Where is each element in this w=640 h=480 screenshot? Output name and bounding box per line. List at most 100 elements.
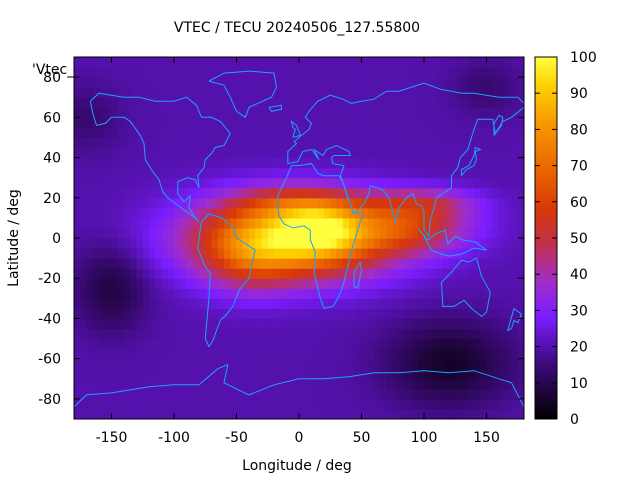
heatmap-cell: [380, 298, 388, 309]
heatmap-cell: [317, 137, 325, 149]
heatmap-cell: [286, 207, 294, 219]
heatmap-cell: [161, 87, 169, 98]
heatmap-cell: [380, 147, 388, 159]
heatmap-cell: [480, 268, 488, 279]
heatmap-cell: [186, 408, 194, 419]
heatmap-cell: [224, 398, 231, 410]
heatmap-cell: [299, 248, 306, 259]
heatmap-cell: [236, 378, 244, 390]
heatmap-cell: [230, 238, 238, 249]
heatmap-cell: [255, 117, 263, 128]
heatmap-cell: [186, 338, 194, 350]
heatmap-cell: [192, 87, 200, 98]
heatmap-cell: [367, 197, 375, 209]
heatmap-cell: [499, 227, 506, 239]
heatmap-cell: [74, 348, 81, 360]
heatmap-cell: [292, 117, 300, 128]
heatmap-cell: [367, 348, 375, 360]
heatmap-cell: [130, 107, 138, 118]
heatmap-cell: [192, 378, 200, 390]
heatmap-cell: [505, 358, 513, 370]
heatmap-cell: [474, 117, 481, 128]
heatmap-cell: [174, 368, 181, 380]
heatmap-cell: [299, 268, 306, 279]
heatmap-cell: [424, 268, 431, 279]
heatmap-cell: [392, 217, 400, 229]
heatmap-cell: [117, 77, 125, 88]
heatmap-cell: [374, 197, 381, 209]
heatmap-cell: [217, 398, 225, 410]
heatmap-cell: [124, 77, 131, 88]
heatmap-cell: [117, 57, 125, 68]
heatmap-cell: [111, 217, 119, 229]
heatmap-cell: [242, 238, 250, 249]
heatmap-cell: [161, 207, 169, 219]
heatmap-cell: [299, 57, 306, 68]
heatmap-cell: [99, 408, 106, 419]
heatmap-cell: [311, 57, 319, 68]
heatmap-cell: [286, 187, 294, 199]
heatmap-cell: [367, 207, 375, 219]
heatmap-cell: [311, 177, 319, 189]
heatmap-cell: [474, 87, 481, 98]
heatmap-cell: [430, 177, 438, 189]
heatmap-cell: [405, 207, 413, 219]
heatmap-cell: [167, 127, 175, 139]
heatmap-cell: [274, 308, 281, 320]
heatmap-cell: [255, 187, 263, 199]
heatmap-cell: [186, 177, 194, 189]
heatmap-cell: [224, 77, 231, 88]
heatmap-cell: [424, 318, 431, 330]
heatmap-cell: [380, 368, 388, 380]
heatmap-cell: [286, 298, 294, 309]
heatmap-cell: [142, 147, 150, 159]
heatmap-cell: [292, 107, 300, 118]
heatmap-cell: [92, 248, 100, 259]
heatmap-cell: [242, 147, 250, 159]
heatmap-cell: [492, 278, 500, 289]
heatmap-cell: [74, 268, 81, 279]
heatmap-cell: [330, 298, 338, 309]
heatmap-cell: [311, 207, 319, 219]
heatmap-cell: [86, 338, 94, 350]
heatmap-cell: [299, 288, 306, 299]
heatmap-cell: [399, 408, 406, 419]
heatmap-cell: [224, 408, 231, 419]
heatmap-cell: [124, 368, 131, 380]
heatmap-cell: [486, 77, 494, 88]
heatmap-cell: [486, 318, 494, 330]
heatmap-cell: [124, 378, 131, 390]
heatmap-cell: [424, 338, 431, 350]
heatmap-cell: [111, 187, 119, 199]
heatmap-cell: [430, 318, 438, 330]
heatmap-cell: [392, 117, 400, 128]
heatmap-cell: [74, 77, 81, 88]
heatmap-cell: [149, 177, 156, 189]
heatmap-cell: [342, 97, 350, 108]
heatmap-cell: [299, 348, 306, 360]
heatmap-cell: [455, 318, 463, 330]
heatmap-cell: [249, 197, 256, 209]
heatmap-cell: [342, 197, 350, 209]
heatmap-cell: [461, 278, 469, 289]
heatmap-cell: [361, 187, 369, 199]
heatmap-cell: [449, 207, 456, 219]
heatmap-cell: [355, 288, 363, 299]
colorbar-tick-label: 90: [570, 86, 588, 102]
heatmap-cell: [92, 137, 100, 149]
heatmap-cell: [380, 97, 388, 108]
heatmap-cell: [261, 378, 269, 390]
heatmap-cell: [224, 157, 231, 169]
heatmap-cell: [467, 207, 475, 219]
heatmap-cell: [374, 177, 381, 189]
heatmap-cell: [474, 97, 481, 108]
heatmap-cell: [242, 177, 250, 189]
heatmap-cell: [361, 97, 369, 108]
heatmap-cell: [324, 338, 331, 350]
heatmap-cell: [192, 408, 200, 419]
heatmap-cell: [186, 248, 194, 259]
heatmap-cell: [392, 147, 400, 159]
heatmap-cell: [161, 57, 169, 68]
heatmap-cell: [474, 358, 481, 370]
heatmap-cell: [136, 308, 144, 320]
